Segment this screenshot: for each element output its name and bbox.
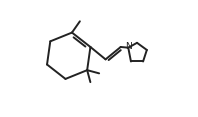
Text: N: N <box>125 42 132 51</box>
